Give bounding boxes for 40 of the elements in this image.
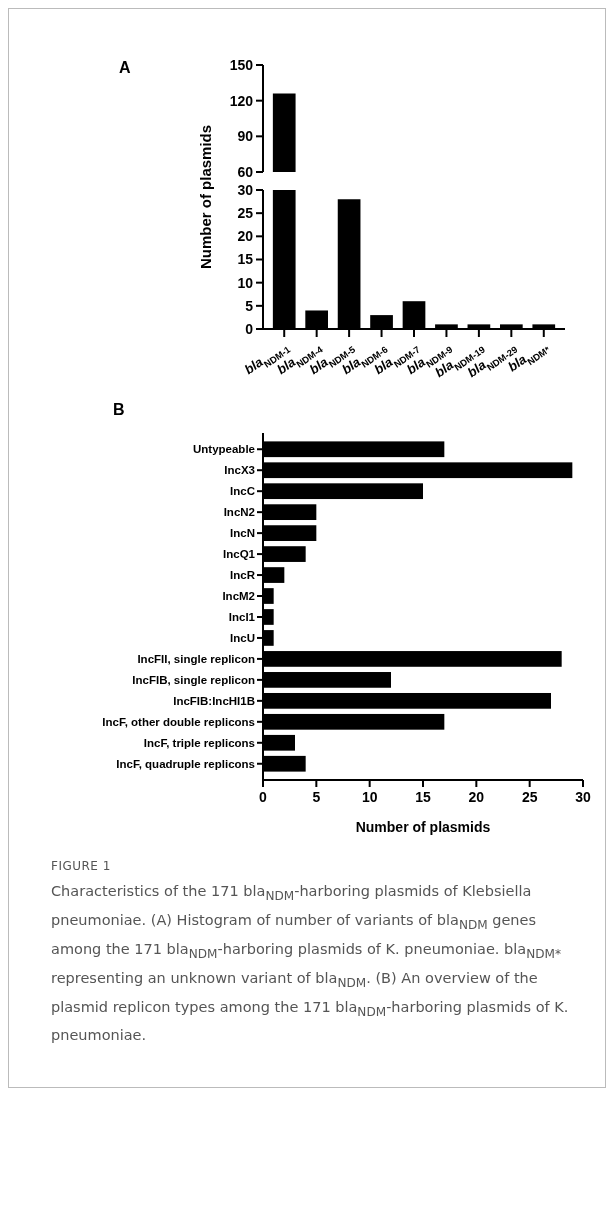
y-tick-label: IncFIB:IncHI1B: [173, 694, 255, 707]
y-tick-label: 90: [237, 128, 254, 145]
y-tick-label: IncQ1: [223, 548, 256, 561]
y-tick-label: IncR: [230, 569, 256, 582]
text: Characteristics of the 171 bla$_{NDM}$-harboring plasmids of Klebsiella pneumoniae. (A) Histogram of number of variants of bla$_{NDM}$ genes among the 171 bla$_{NDM}$-harboring plasmids of K. pneumoniae. bla$_{NDM*}$ representing an unknown variant of bla$_{NDM}$. (B) An overview of the plasmid replicon types among the 171 bla$_{NDM}$-harboring plasmids of K. pneumoniae.: [51, 883, 569, 1044]
y-tick-label: IncF, other double replicons: [102, 715, 255, 728]
y-tick-label: 15: [237, 251, 254, 268]
x-tick-label: 25: [521, 789, 538, 805]
y-tick-label: IncFII, single replicon: [137, 652, 255, 665]
y-tick-label: 120: [229, 92, 254, 109]
x-tick-label: 15: [415, 789, 431, 805]
y-tick-label: 25: [237, 205, 254, 222]
y-tick-label: IncC: [230, 485, 255, 498]
y-tick-label: IncU: [230, 631, 255, 644]
y-tick-label: 60: [237, 163, 254, 180]
x-tick-label: 30: [575, 789, 591, 805]
y-tick-label: IncX3: [224, 464, 255, 477]
y-tick-label: IncFIB, single replicon: [132, 673, 255, 686]
y-tick-label: IncI1: [228, 611, 256, 624]
y-tick-label: 30: [237, 181, 254, 198]
y-tick-label: 20: [237, 228, 254, 245]
y-tick-label: 0: [245, 320, 254, 337]
x-tick-label: 5: [312, 789, 321, 805]
y-tick-label: Untypeable: [193, 443, 255, 456]
y-tick-label: IncF, quadruple replicons: [116, 757, 255, 770]
x-tick-label: 20: [468, 789, 485, 805]
y-tick-label: IncM2: [222, 590, 255, 603]
y-tick-label: 150: [229, 56, 254, 73]
y-tick-label: IncN: [230, 527, 255, 540]
x-tick-label: 0: [259, 789, 268, 805]
y-tick-label: 10: [237, 274, 254, 291]
y-tick-label: 5: [245, 297, 254, 314]
y-axis-title: Number of plasmids: [197, 124, 214, 270]
text: B: [113, 401, 125, 418]
caption: FIGURE 1: [51, 859, 112, 873]
x-axis-title: Number of plasmids: [355, 819, 491, 835]
x-tick-label: 10: [361, 789, 378, 805]
y-tick-label: IncN2: [223, 506, 255, 519]
y-tick-label: IncF, triple replicons: [143, 736, 255, 749]
text: A: [119, 59, 131, 76]
